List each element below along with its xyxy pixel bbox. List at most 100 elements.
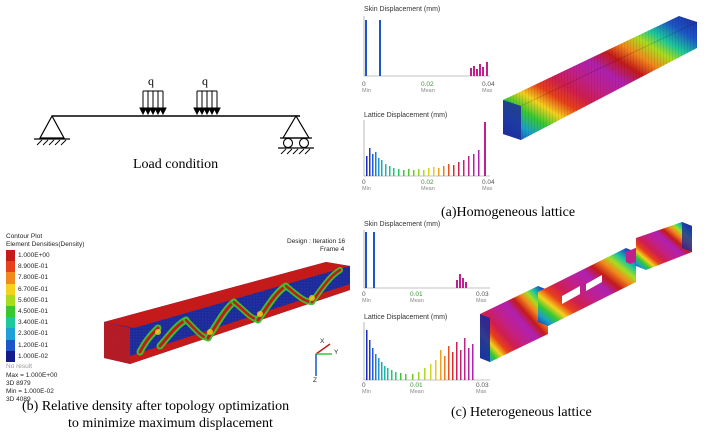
legend-label: 2.300E-01 [18, 330, 48, 338]
homog-lattice-title: Lattice Displacement (mm) [364, 112, 448, 119]
no-result-label: No result [6, 363, 33, 370]
legend-swatch [6, 339, 15, 351]
min-element-id: 3D 4089 [6, 396, 31, 403]
legend-label: 1.000E-02 [18, 352, 48, 360]
legend-swatch [6, 250, 15, 262]
load-condition-caption: Load condition [133, 157, 219, 172]
legend-swatch [6, 294, 15, 306]
legend-swatch [6, 328, 15, 340]
hetero-skin-title: Skin Displacement (mm) [364, 221, 441, 228]
homog-lattice-min-label: Min [362, 186, 371, 192]
roller-support-right [278, 114, 314, 155]
legend-entry: 6.700E-01 [6, 283, 50, 295]
transition-spots [155, 295, 315, 335]
beam-opening-1 [562, 286, 580, 304]
hetero-lattice-histogram [363, 322, 490, 381]
axis-z-label: Z [313, 377, 317, 384]
legend-swatch [6, 272, 15, 284]
homog-lattice-mean: 0.02 [421, 179, 434, 186]
homog-lattice-bars [366, 122, 486, 176]
hetero-skin-min: 0 [362, 291, 366, 298]
homog-caption: (a)Homogeneous lattice [441, 205, 576, 220]
contour-subtitle: Element Densities(Density) [6, 241, 85, 248]
axis-x-label: X [320, 338, 325, 345]
legend-entry: 4.500E-01 [6, 305, 50, 318]
hetero-lattice-title: Lattice Displacement (mm) [364, 314, 448, 321]
homog-skin-min: 0 [362, 81, 366, 88]
hetero-skin-mean: 0.01 [410, 291, 423, 298]
hetero-lattice-bars [366, 330, 474, 380]
legend-label: 6.700E-01 [18, 285, 48, 293]
hetero-lattice-beam [480, 222, 692, 362]
homog-skin-mean: 0.02 [421, 81, 434, 88]
hetero-caption: (c) Heterogeneous lattice [451, 405, 592, 420]
homog-lattice-max-label: Max [482, 186, 493, 192]
load-label-q2: q [202, 74, 208, 88]
hetero-skin-histogram [363, 230, 490, 289]
hetero-skin-max-label: Max [476, 298, 487, 304]
beam-opening-2 [586, 275, 602, 291]
topology-caption-line1: (b) Relative density after topology opti… [22, 399, 290, 414]
homog-lattice-mean-label: Mean [421, 186, 435, 192]
legend-label: 1.200E-01 [18, 341, 48, 349]
legend-swatch [6, 261, 15, 273]
frame-label: Frame 4 [320, 246, 345, 253]
legend-label: 3.400E-01 [18, 319, 48, 327]
homog-lattice-beam [503, 16, 698, 140]
homog-lattice-max: 0.04 [482, 179, 495, 186]
legend-entry: 5.600E-01 [6, 294, 50, 306]
topology-beam [104, 262, 350, 364]
legend-swatch [6, 350, 15, 362]
load-diagram [34, 90, 314, 155]
legend-label: 8.900E-01 [18, 263, 48, 271]
homog-skin-title: Skin Displacement (mm) [364, 6, 441, 13]
design-iteration: Design : Iteration 16 [287, 238, 346, 245]
beam-top-flange [104, 262, 350, 328]
legend-entry: 2.300E-01 [6, 328, 50, 340]
beam-end-face [104, 322, 130, 364]
legend-label: 5.600E-01 [18, 296, 48, 304]
density-legend: 1.000E+00 8.900E-01 7.800E-01 6.700E-01 5.60… [6, 250, 50, 362]
beam-segment-right [636, 222, 692, 270]
legend-label: 4.500E-01 [18, 308, 48, 316]
legend-label: 1.000E+00 [18, 252, 50, 260]
hetero-lattice-min: 0 [362, 382, 366, 389]
homog-skin-max-label: Max [482, 88, 493, 94]
legend-entry: 1.000E+00 [6, 250, 50, 262]
max-element-id: 3D 8979 [6, 380, 31, 387]
legend-swatch [6, 305, 15, 318]
legend-entry: 8.900E-01 [6, 261, 50, 273]
load-label-q1: q [148, 74, 154, 88]
axis-y-label: Y [334, 349, 339, 356]
legend-entry: 1.000E-02 [6, 350, 50, 362]
distributed-load-2 [193, 90, 221, 116]
beam-bottom-flange [130, 284, 350, 364]
hetero-lattice-max-label: Max [476, 389, 487, 395]
legend-entry: 7.800E-01 [6, 272, 50, 284]
homog-lattice-histogram [363, 120, 490, 177]
legend-swatch [6, 283, 15, 295]
homog-skin-histogram [363, 16, 490, 77]
legend-swatch [6, 317, 15, 329]
hetero-lattice-min-label: Min [362, 389, 371, 395]
homog-skin-mean-label: Mean [421, 88, 435, 94]
hetero-skin-max: 0.03 [476, 291, 489, 298]
legend-label: 7.800E-01 [18, 274, 48, 282]
legend-entry: 1.200E-01 [6, 339, 50, 351]
hetero-skin-min-label: Min [362, 298, 371, 304]
legend-entry: 3.400E-01 [6, 317, 50, 329]
topology-caption-line2: to minimize maximum displacement [68, 416, 273, 431]
hetero-lattice-max: 0.03 [476, 382, 489, 389]
distributed-load-1 [139, 90, 167, 116]
homog-skin-max: 0.04 [482, 81, 495, 88]
hetero-lattice-mean-label: Mean [410, 389, 424, 395]
hetero-skin-mean-label: Mean [410, 298, 424, 304]
axis-triad [315, 343, 332, 376]
x-axis-arrow [315, 343, 331, 355]
hetero-lattice-mean: 0.01 [410, 382, 423, 389]
contour-title: Contour Plot [6, 233, 43, 240]
min-value-text: Min = 1.000E-02 [6, 388, 54, 395]
pin-support-left [34, 114, 70, 146]
max-value-text: Max = 1.000E+00 [6, 372, 58, 379]
beam-segment-left [480, 286, 548, 362]
